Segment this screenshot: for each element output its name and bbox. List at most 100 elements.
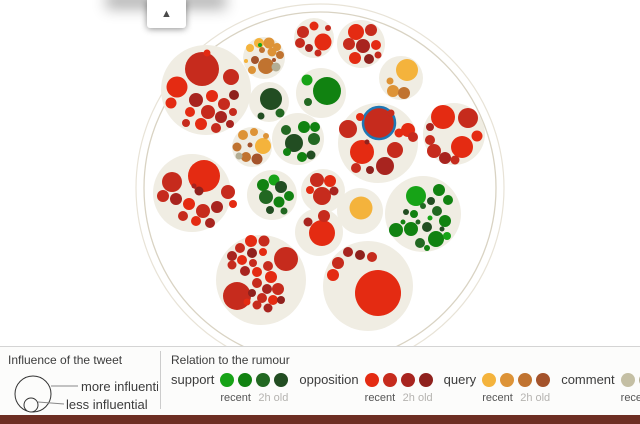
tweet-bubble[interactable] bbox=[314, 33, 332, 51]
tweet-bubble[interactable] bbox=[232, 142, 242, 152]
tweet-bubble[interactable] bbox=[404, 222, 418, 236]
tweet-bubble[interactable] bbox=[351, 163, 361, 173]
tweet-bubble[interactable] bbox=[301, 74, 313, 86]
tweet-bubble[interactable] bbox=[364, 139, 370, 145]
tweet-bubble[interactable] bbox=[324, 175, 336, 187]
tweet-bubble[interactable] bbox=[366, 166, 374, 174]
tweet-bubble[interactable] bbox=[235, 243, 245, 253]
tweet-bubble[interactable] bbox=[427, 144, 441, 158]
tweet-bubble[interactable] bbox=[178, 211, 188, 221]
tweet-bubble[interactable] bbox=[238, 130, 248, 140]
tweet-bubble[interactable] bbox=[229, 90, 239, 100]
tweet-bubble[interactable] bbox=[191, 216, 201, 226]
tweet-bubble[interactable] bbox=[249, 259, 257, 267]
tweet-bubble[interactable] bbox=[318, 210, 330, 222]
tweet-bubble[interactable] bbox=[263, 303, 273, 313]
tweet-bubble[interactable] bbox=[185, 107, 195, 117]
tweet-bubble[interactable] bbox=[203, 49, 211, 57]
tweet-bubble[interactable] bbox=[243, 298, 251, 306]
tweet-bubble[interactable] bbox=[356, 113, 364, 121]
tweet-bubble[interactable] bbox=[247, 248, 257, 258]
tweet-bubble[interactable] bbox=[310, 122, 320, 132]
tweet-bubble[interactable] bbox=[268, 295, 278, 305]
tweet-bubble[interactable] bbox=[309, 220, 335, 246]
tweet-bubble[interactable] bbox=[215, 111, 227, 123]
tweet-bubble[interactable] bbox=[343, 247, 353, 257]
tweet-bubble[interactable] bbox=[325, 25, 331, 31]
tweet-bubble[interactable] bbox=[365, 24, 377, 36]
tweet-bubble[interactable] bbox=[252, 300, 262, 310]
tweet-bubble[interactable] bbox=[227, 260, 237, 270]
tweet-bubble[interactable] bbox=[432, 206, 442, 216]
tweet-bubble[interactable] bbox=[185, 52, 219, 86]
tweet-bubble[interactable] bbox=[189, 93, 203, 107]
tweet-bubble[interactable] bbox=[250, 128, 258, 136]
tweet-bubble[interactable] bbox=[196, 204, 210, 218]
tweet-bubble[interactable] bbox=[386, 77, 394, 85]
tweet-bubble[interactable] bbox=[295, 38, 305, 48]
tweet-bubble[interactable] bbox=[297, 26, 309, 38]
tweet-bubble[interactable] bbox=[387, 85, 399, 97]
tweet-bubble[interactable] bbox=[252, 278, 262, 288]
tweet-bubble[interactable] bbox=[191, 183, 197, 189]
tweet-bubble[interactable] bbox=[252, 267, 262, 277]
tweet-bubble[interactable] bbox=[280, 207, 288, 215]
tweet-bubble[interactable] bbox=[327, 269, 339, 281]
tweet-bubble[interactable] bbox=[235, 152, 243, 160]
tweet-bubble[interactable] bbox=[268, 174, 280, 186]
tweet-bubble[interactable] bbox=[266, 206, 274, 214]
tweet-bubble[interactable] bbox=[420, 203, 426, 209]
tweet-bubble[interactable] bbox=[263, 261, 273, 271]
tweet-bubble[interactable] bbox=[165, 97, 177, 109]
tweet-bubble[interactable] bbox=[355, 250, 365, 260]
tweet-bubble[interactable] bbox=[410, 210, 418, 218]
tweet-bubble[interactable] bbox=[298, 121, 310, 133]
tweet-bubble[interactable] bbox=[223, 69, 239, 85]
tweet-bubble[interactable] bbox=[244, 59, 248, 63]
tweet-bubble[interactable] bbox=[431, 105, 455, 129]
tweet-bubble[interactable] bbox=[403, 209, 409, 215]
tweet-bubble[interactable] bbox=[251, 56, 259, 64]
tweet-bubble[interactable] bbox=[374, 51, 382, 59]
tweet-bubble[interactable] bbox=[306, 186, 314, 194]
tweet-bubble[interactable] bbox=[439, 226, 445, 232]
tweet-bubble[interactable] bbox=[367, 252, 377, 262]
tweet-bubble[interactable] bbox=[306, 150, 316, 160]
tweet-bubble[interactable] bbox=[227, 251, 237, 261]
tweet-bubble[interactable] bbox=[451, 136, 473, 158]
tweet-bubble[interactable] bbox=[262, 284, 272, 294]
tweet-bubble[interactable] bbox=[304, 98, 312, 106]
tweet-bubble[interactable] bbox=[356, 39, 370, 53]
tweet-bubble[interactable] bbox=[259, 190, 273, 204]
tweet-bubble[interactable] bbox=[229, 108, 237, 116]
tweet-bubble[interactable] bbox=[223, 282, 251, 310]
tweet-bubble[interactable] bbox=[422, 222, 432, 232]
tweet-bubble[interactable] bbox=[259, 47, 265, 53]
tweet-bubble[interactable] bbox=[257, 293, 267, 303]
tweet-bubble[interactable] bbox=[339, 120, 357, 138]
tweet-bubble[interactable] bbox=[332, 257, 344, 269]
tweet-bubble[interactable] bbox=[376, 157, 394, 175]
tweet-bubble[interactable] bbox=[267, 47, 277, 57]
tweet-bubble[interactable] bbox=[428, 231, 444, 247]
tweet-bubble[interactable] bbox=[260, 88, 282, 110]
tweet-bubble[interactable] bbox=[248, 66, 256, 74]
tweet-bubble[interactable] bbox=[241, 152, 251, 162]
tweet-bubble[interactable] bbox=[450, 155, 460, 165]
tweet-bubble[interactable] bbox=[297, 152, 307, 162]
tweet-bubble[interactable] bbox=[389, 223, 403, 237]
tweet-cluster[interactable] bbox=[161, 45, 251, 135]
tweet-bubble[interactable] bbox=[237, 255, 247, 265]
collapse-panel-button[interactable]: ▲ bbox=[147, 0, 186, 28]
tweet-bubble[interactable] bbox=[194, 186, 204, 196]
tweet-bubble[interactable] bbox=[427, 197, 435, 205]
tweet-bubble[interactable] bbox=[415, 219, 421, 225]
tweet-bubble[interactable] bbox=[229, 200, 237, 208]
tweet-bubble[interactable] bbox=[284, 191, 294, 201]
tweet-bubble[interactable] bbox=[310, 173, 324, 187]
tweet-bubble[interactable] bbox=[398, 87, 410, 99]
tweet-bubble[interactable] bbox=[206, 90, 218, 102]
tweet-bubble[interactable] bbox=[240, 266, 250, 276]
tweet-bubble[interactable] bbox=[387, 142, 403, 158]
tweet-bubble[interactable] bbox=[313, 77, 341, 105]
